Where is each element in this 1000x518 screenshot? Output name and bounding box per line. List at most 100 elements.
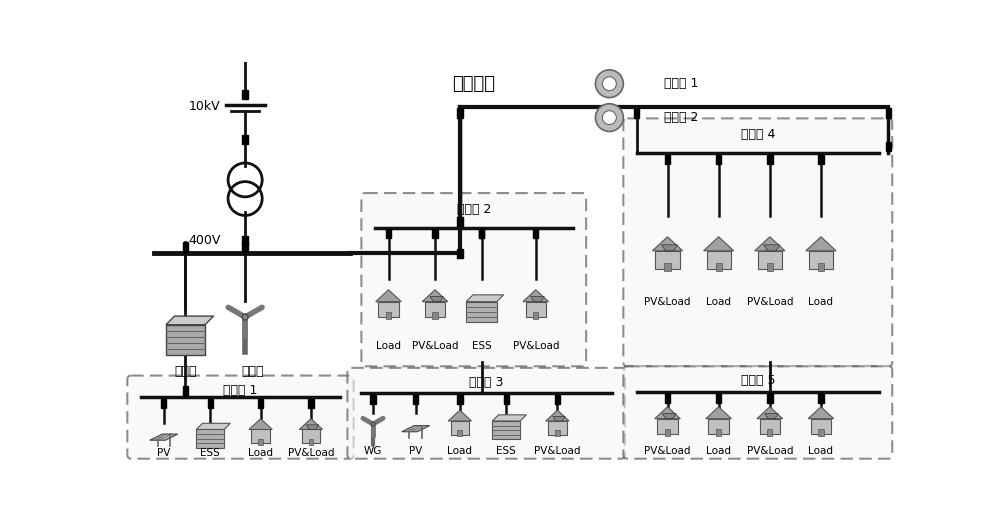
Bar <box>555 395 560 404</box>
Circle shape <box>242 314 248 320</box>
Polygon shape <box>655 407 680 419</box>
Text: PV&Load: PV&Load <box>644 446 691 456</box>
Text: ESS: ESS <box>496 446 516 456</box>
Bar <box>242 242 248 252</box>
Bar <box>386 229 391 238</box>
Polygon shape <box>306 425 319 429</box>
Text: PV&Load: PV&Load <box>644 297 691 307</box>
Bar <box>665 429 670 436</box>
Bar <box>716 154 721 164</box>
Bar <box>634 108 639 118</box>
Text: 微电网 2: 微电网 2 <box>457 203 491 215</box>
Bar <box>457 430 462 436</box>
Circle shape <box>371 422 375 426</box>
Bar <box>258 399 263 408</box>
Polygon shape <box>755 237 785 251</box>
Polygon shape <box>166 316 214 325</box>
Polygon shape <box>249 419 272 429</box>
Polygon shape <box>523 290 549 301</box>
Polygon shape <box>765 413 778 419</box>
Circle shape <box>602 111 616 124</box>
Bar <box>665 154 670 164</box>
Text: PV&Load: PV&Load <box>747 297 793 307</box>
FancyBboxPatch shape <box>361 193 586 366</box>
Text: Load: Load <box>706 297 731 307</box>
Bar <box>457 249 463 258</box>
Text: 微电网 5: 微电网 5 <box>741 375 775 387</box>
Text: WG: WG <box>364 446 382 456</box>
Text: 400V: 400V <box>189 234 221 247</box>
Bar <box>665 393 670 402</box>
Bar <box>242 90 248 99</box>
Bar <box>413 395 418 404</box>
Polygon shape <box>448 410 471 421</box>
Text: 微电网 3: 微电网 3 <box>469 376 503 389</box>
Bar <box>716 263 722 271</box>
Text: 微电网 1: 微电网 1 <box>223 384 258 397</box>
Bar <box>716 429 721 436</box>
Bar <box>251 429 270 443</box>
Polygon shape <box>531 296 544 301</box>
Polygon shape <box>757 407 783 419</box>
Bar <box>760 419 780 434</box>
Bar <box>708 419 729 434</box>
Text: 主风机: 主风机 <box>242 365 264 378</box>
Polygon shape <box>704 237 734 251</box>
Bar <box>533 312 538 319</box>
Polygon shape <box>492 415 526 421</box>
Bar <box>818 393 824 402</box>
Text: PV&Load: PV&Load <box>512 340 559 351</box>
FancyBboxPatch shape <box>347 368 625 459</box>
Bar <box>818 154 824 164</box>
Bar <box>707 251 731 269</box>
Bar <box>425 301 445 317</box>
Circle shape <box>595 70 623 97</box>
Bar <box>818 263 824 271</box>
Bar <box>767 429 772 436</box>
Bar <box>809 251 833 269</box>
Bar <box>533 229 538 238</box>
Text: Load: Load <box>376 340 401 351</box>
Bar <box>716 393 721 402</box>
Text: Load: Load <box>447 446 472 456</box>
Bar <box>479 229 484 238</box>
FancyBboxPatch shape <box>623 366 892 459</box>
Bar <box>767 263 773 271</box>
Circle shape <box>599 76 620 96</box>
FancyBboxPatch shape <box>166 325 205 355</box>
Circle shape <box>602 77 616 91</box>
Bar <box>386 312 391 319</box>
Bar <box>657 419 678 434</box>
Text: PV&Load: PV&Load <box>412 340 458 351</box>
Text: PV&Load: PV&Load <box>288 448 334 457</box>
Text: Load: Load <box>808 297 833 307</box>
Bar <box>886 142 891 151</box>
Bar <box>183 242 188 252</box>
Bar <box>811 419 831 434</box>
Bar <box>886 108 891 118</box>
Bar <box>457 217 463 226</box>
Bar <box>548 421 567 435</box>
Bar <box>378 301 399 317</box>
Text: Load: Load <box>248 448 273 457</box>
Polygon shape <box>430 296 444 301</box>
Polygon shape <box>652 237 683 251</box>
Bar <box>664 263 671 271</box>
Bar <box>302 429 320 443</box>
Polygon shape <box>376 290 401 301</box>
Bar <box>767 154 773 164</box>
Bar <box>242 135 248 144</box>
Text: PV: PV <box>157 448 170 457</box>
Bar <box>432 312 438 319</box>
Circle shape <box>599 109 620 130</box>
Polygon shape <box>466 295 504 301</box>
Polygon shape <box>422 290 448 301</box>
Bar <box>655 251 680 269</box>
Text: PV&Load: PV&Load <box>534 446 581 456</box>
Bar <box>758 251 782 269</box>
Bar <box>370 395 376 404</box>
Polygon shape <box>706 407 731 419</box>
Circle shape <box>595 104 623 132</box>
Polygon shape <box>661 245 678 251</box>
Bar <box>479 229 484 238</box>
